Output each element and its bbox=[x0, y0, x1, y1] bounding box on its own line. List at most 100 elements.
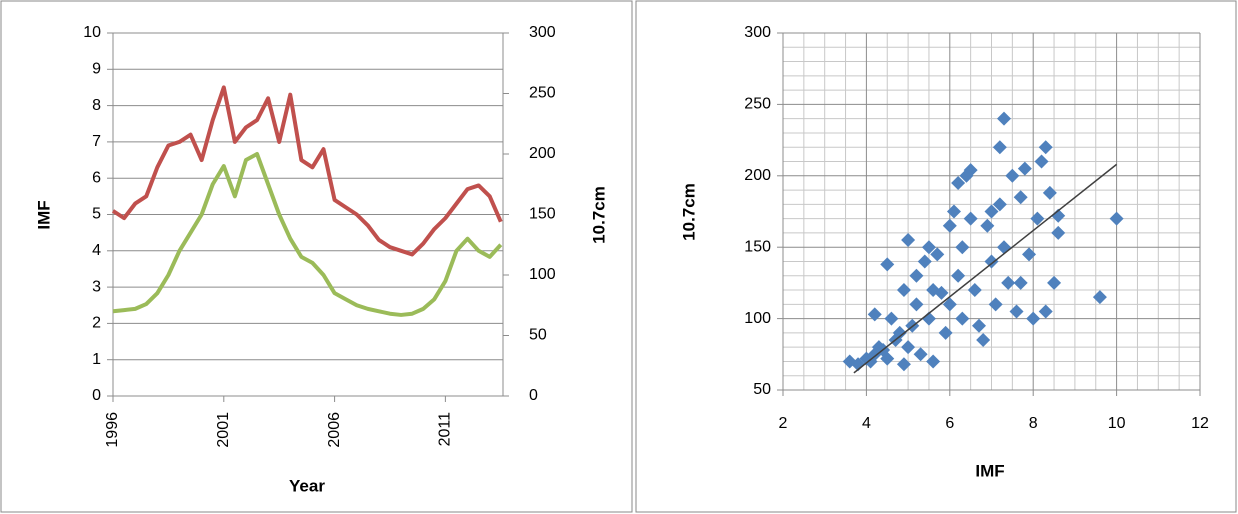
scatter-point bbox=[851, 357, 866, 372]
x-tick-label: 10 bbox=[1108, 415, 1126, 432]
scatter-point bbox=[892, 325, 907, 340]
scatter-point bbox=[1038, 140, 1053, 155]
scatter-point bbox=[984, 204, 999, 219]
y-tick-label: 1 bbox=[92, 351, 101, 368]
scatter-point bbox=[867, 307, 882, 322]
y-tick-label: 3 bbox=[92, 278, 101, 295]
y-tick-label: 5 bbox=[92, 206, 101, 223]
y-tick-label: 300 bbox=[744, 24, 771, 41]
x-tick-label: 2001 bbox=[215, 412, 232, 448]
scatter-point bbox=[913, 347, 928, 362]
x-tick-label: 8 bbox=[1029, 415, 1038, 432]
y2-axis-title: 10.7cm bbox=[589, 186, 608, 244]
x-tick-label: 12 bbox=[1191, 415, 1209, 432]
scatter-point bbox=[938, 325, 953, 340]
y-tick-label: 200 bbox=[744, 167, 771, 184]
y2-tick-label: 50 bbox=[529, 327, 547, 344]
y2-tick-label: 250 bbox=[529, 85, 556, 102]
scatter-point bbox=[921, 240, 936, 255]
scatter-point bbox=[1009, 304, 1024, 319]
y-axis-title: IMF bbox=[34, 200, 53, 229]
scatter-point bbox=[1022, 247, 1037, 262]
scatter-point bbox=[976, 333, 991, 348]
x-axis-title: Year bbox=[289, 476, 325, 495]
x-axis-title: IMF bbox=[975, 461, 1004, 480]
x-tick-label: 4 bbox=[862, 415, 871, 432]
x-tick-label: 6 bbox=[945, 415, 954, 432]
scatter-point bbox=[880, 257, 895, 272]
scatter-point bbox=[1047, 275, 1062, 290]
scatter-point bbox=[1051, 208, 1066, 223]
scatter-point bbox=[926, 354, 941, 369]
scatter-point bbox=[909, 297, 924, 312]
scatter-point bbox=[930, 247, 945, 262]
y-tick-label: 8 bbox=[92, 97, 101, 114]
y-tick-label: 50 bbox=[753, 381, 771, 398]
scatter-point bbox=[1013, 275, 1028, 290]
scatter-point bbox=[921, 311, 936, 326]
scatter-point bbox=[963, 163, 978, 178]
y-tick-label: 0 bbox=[92, 387, 101, 404]
scatter-point bbox=[997, 240, 1012, 255]
scatter-point bbox=[955, 311, 970, 326]
scatter-point bbox=[942, 297, 957, 312]
scatter-point bbox=[951, 175, 966, 190]
scatter-point bbox=[896, 283, 911, 298]
y-tick-label: 100 bbox=[744, 310, 771, 327]
y2-tick-label: 300 bbox=[529, 24, 556, 41]
data-line bbox=[112, 152, 503, 317]
y2-tick-label: 200 bbox=[529, 145, 556, 162]
scatter-point bbox=[963, 211, 978, 226]
scatter-point bbox=[1109, 211, 1124, 226]
y-tick-label: 10 bbox=[83, 24, 101, 41]
scatter-point bbox=[942, 218, 957, 233]
scatter-point bbox=[1030, 211, 1045, 226]
scatter-point bbox=[1034, 154, 1049, 169]
panel-border bbox=[0, 0, 633, 513]
scatter-point bbox=[992, 197, 1007, 212]
scatter-point bbox=[901, 233, 916, 248]
trend-line bbox=[853, 163, 1118, 374]
y-tick-label: 9 bbox=[92, 61, 101, 78]
scatter-point bbox=[1092, 290, 1107, 305]
data-line bbox=[111, 85, 503, 257]
scatter-point bbox=[967, 283, 982, 298]
scatter-point bbox=[896, 357, 911, 372]
x-tick-label: 2011 bbox=[437, 412, 454, 447]
scatter-point bbox=[880, 351, 895, 366]
scatter-point bbox=[901, 340, 916, 355]
scatter-point bbox=[988, 297, 1003, 312]
y-axis-title: 10.7cm bbox=[679, 183, 698, 241]
scatter-point bbox=[884, 311, 899, 326]
scatter-point bbox=[992, 140, 1007, 155]
scatter-point bbox=[1005, 168, 1020, 183]
y2-tick-label: 100 bbox=[529, 266, 556, 283]
scatter-point bbox=[997, 111, 1012, 126]
scatter-point bbox=[951, 268, 966, 283]
scatter-point bbox=[934, 285, 949, 300]
x-tick-label: 1996 bbox=[104, 412, 121, 448]
y-tick-label: 7 bbox=[92, 133, 101, 150]
scatter-point bbox=[1017, 161, 1032, 176]
scatter-point bbox=[946, 204, 961, 219]
scatter-point bbox=[1026, 311, 1041, 326]
x-tick-label: 2 bbox=[779, 415, 788, 432]
scatter-point bbox=[909, 268, 924, 283]
scatter-point bbox=[971, 318, 986, 333]
scatter-point bbox=[1051, 225, 1066, 240]
scatter-point bbox=[1042, 185, 1057, 200]
y-tick-label: 6 bbox=[92, 169, 101, 186]
panel-border bbox=[635, 0, 1237, 513]
y2-tick-label: 150 bbox=[529, 206, 556, 223]
scatter-point bbox=[1001, 275, 1016, 290]
y-tick-label: 150 bbox=[744, 238, 771, 255]
y-tick-label: 4 bbox=[92, 242, 101, 259]
scatter-point bbox=[980, 218, 995, 233]
y2-tick-label: 0 bbox=[529, 387, 538, 404]
scatter-point bbox=[984, 254, 999, 269]
scatter-point bbox=[955, 240, 970, 255]
y-tick-label: 250 bbox=[744, 96, 771, 113]
scatter-point bbox=[917, 254, 932, 269]
scatter-point bbox=[1038, 304, 1053, 319]
